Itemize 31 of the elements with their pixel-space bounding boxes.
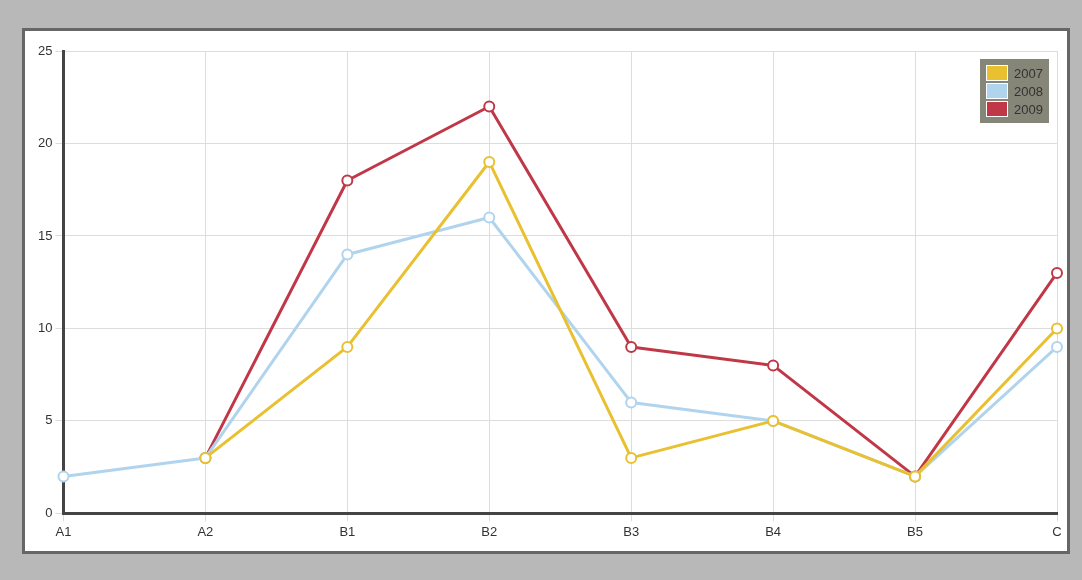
- x-tick-label: B3: [623, 523, 640, 539]
- legend-label: 2009: [1014, 101, 1043, 117]
- y-tick-label: 15: [37, 227, 53, 243]
- point: [483, 155, 496, 168]
- x-tick-label: A2: [197, 523, 214, 539]
- x-tick-label: C: [1052, 523, 1062, 539]
- y-tick-label: 0: [45, 504, 53, 520]
- y-tick-label: 20: [37, 135, 53, 151]
- x-tick-label: B4: [765, 523, 782, 539]
- point: [625, 396, 638, 409]
- y-tick-label: 25: [37, 42, 53, 58]
- point: [625, 340, 638, 353]
- point: [483, 100, 496, 113]
- point: [625, 451, 638, 464]
- point: [1051, 322, 1063, 335]
- point: [1051, 340, 1063, 353]
- point: [483, 211, 496, 224]
- x-tick-label: B2: [481, 523, 498, 539]
- x-tick-label: B1: [339, 523, 356, 539]
- y-tick-label: 10: [37, 320, 53, 336]
- point: [341, 248, 354, 261]
- point: [767, 359, 780, 372]
- point: [57, 470, 70, 483]
- legend-label: 2007: [1014, 65, 1043, 81]
- point: [341, 174, 354, 187]
- x-tick-label: A1: [55, 523, 72, 539]
- legend-label: 2008: [1014, 83, 1043, 99]
- point: [1051, 266, 1063, 279]
- y-tick-label: 5: [45, 412, 53, 428]
- x-tick-label: B5: [907, 523, 924, 539]
- point: [341, 340, 354, 353]
